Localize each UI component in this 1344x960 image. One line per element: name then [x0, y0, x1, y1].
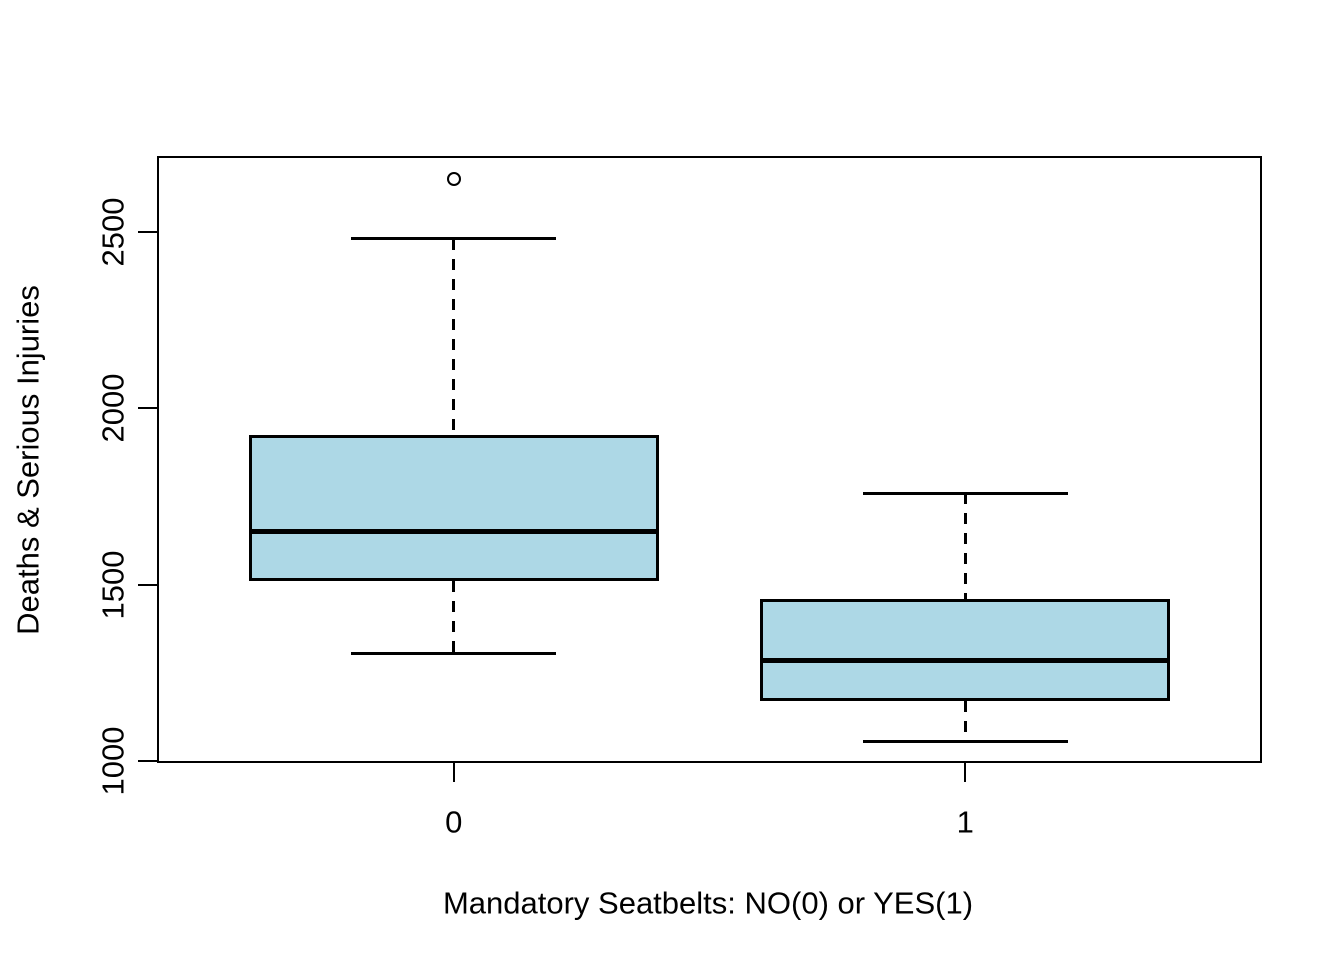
- y-axis-tick-label: 2000: [95, 373, 131, 443]
- y-axis-title: Deaths & Serious Injuries: [10, 285, 46, 635]
- y-axis-tick-mark: [138, 407, 157, 410]
- upper-whisker-line: [452, 238, 456, 435]
- median-line-1: [760, 658, 1171, 664]
- x-axis-tick-mark: [964, 763, 967, 782]
- y-axis-tick-mark: [138, 760, 157, 763]
- lower-whisker-cap: [862, 740, 1068, 744]
- x-axis-title: Mandatory Seatbelts: NO(0) or YES(1): [442, 885, 974, 921]
- box-iqr-1: [760, 598, 1171, 702]
- upper-whisker-cap: [862, 491, 1068, 495]
- y-axis-tick-label: 2500: [95, 197, 131, 267]
- x-axis-tick-label: 1: [956, 804, 974, 840]
- y-axis-tick-label: 1000: [95, 726, 131, 796]
- y-axis-tick-mark: [138, 230, 157, 233]
- median-line-0: [248, 529, 659, 535]
- lower-whisker-line: [452, 581, 456, 654]
- y-axis-tick-label: 1500: [95, 550, 131, 620]
- lower-whisker-cap: [351, 652, 557, 656]
- upper-whisker-line: [963, 493, 967, 599]
- y-axis-tick-mark: [138, 583, 157, 586]
- box-iqr-0: [248, 434, 659, 582]
- outlier-point: [446, 171, 461, 186]
- upper-whisker-cap: [351, 237, 557, 241]
- x-axis-tick-label: 0: [445, 804, 463, 840]
- x-axis-tick-mark: [452, 763, 455, 782]
- lower-whisker-line: [963, 701, 967, 742]
